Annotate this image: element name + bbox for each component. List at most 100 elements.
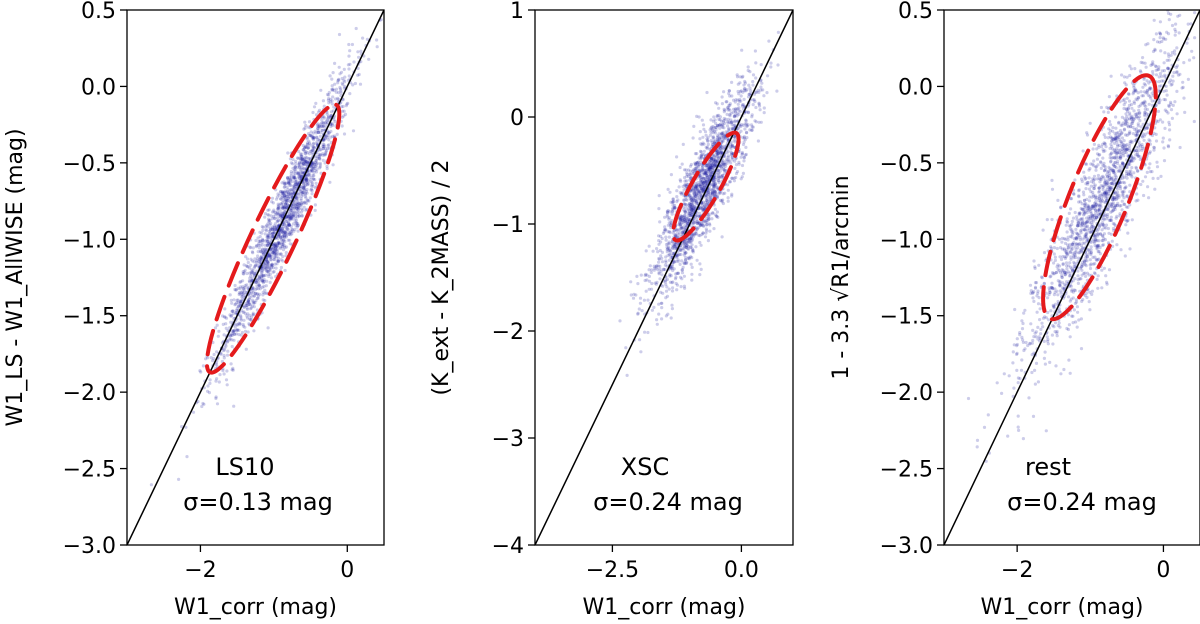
data-point bbox=[1090, 204, 1094, 208]
data-point bbox=[714, 162, 718, 166]
data-point bbox=[704, 227, 708, 231]
data-point bbox=[663, 280, 668, 284]
data-point bbox=[1036, 337, 1040, 341]
data-point bbox=[716, 151, 721, 156]
data-point bbox=[1045, 218, 1049, 222]
data-point bbox=[1159, 49, 1163, 53]
data-point bbox=[670, 218, 674, 223]
data-point bbox=[713, 118, 717, 122]
data-point bbox=[296, 205, 300, 209]
data-point bbox=[299, 198, 303, 202]
data-point bbox=[305, 180, 309, 184]
data-point bbox=[1020, 358, 1024, 362]
data-point bbox=[691, 235, 695, 239]
data-point bbox=[1108, 129, 1112, 133]
data-point bbox=[249, 291, 254, 295]
data-point bbox=[254, 238, 258, 243]
data-point bbox=[690, 213, 694, 217]
data-point bbox=[1102, 164, 1106, 168]
data-point bbox=[297, 206, 301, 210]
data-point bbox=[303, 126, 307, 130]
data-point bbox=[679, 179, 683, 183]
data-point bbox=[710, 165, 714, 169]
data-point bbox=[1090, 225, 1094, 229]
data-point bbox=[237, 321, 241, 325]
data-point bbox=[678, 217, 683, 221]
data-point bbox=[234, 311, 238, 315]
data-point bbox=[252, 300, 256, 304]
data-point bbox=[282, 238, 286, 243]
data-point bbox=[1124, 118, 1128, 122]
data-point bbox=[299, 175, 303, 179]
data-point bbox=[711, 163, 715, 168]
data-point bbox=[278, 230, 282, 234]
data-point bbox=[682, 218, 686, 222]
data-point bbox=[1105, 173, 1109, 177]
data-point bbox=[1110, 205, 1114, 209]
data-point bbox=[1031, 414, 1036, 418]
data-point bbox=[255, 286, 259, 290]
data-point bbox=[287, 215, 291, 219]
data-point bbox=[314, 186, 318, 190]
data-point bbox=[679, 226, 683, 230]
data-point bbox=[289, 193, 293, 197]
data-point bbox=[1128, 131, 1132, 135]
data-point bbox=[752, 92, 757, 96]
data-point bbox=[743, 127, 747, 131]
data-point bbox=[679, 217, 683, 221]
data-point bbox=[1081, 224, 1085, 228]
data-point bbox=[295, 184, 299, 189]
data-point bbox=[283, 244, 287, 248]
data-point bbox=[691, 196, 695, 201]
data-point bbox=[1069, 248, 1073, 252]
data-point bbox=[717, 150, 722, 154]
data-point bbox=[700, 179, 705, 184]
data-point bbox=[1119, 181, 1123, 185]
data-point bbox=[703, 172, 707, 176]
data-point bbox=[748, 86, 752, 90]
data-point bbox=[705, 198, 709, 202]
data-point bbox=[737, 99, 742, 103]
data-point bbox=[1050, 286, 1054, 290]
data-point bbox=[1142, 77, 1146, 81]
data-point bbox=[333, 61, 337, 65]
data-point bbox=[719, 175, 724, 179]
data-point bbox=[1095, 213, 1099, 217]
data-point bbox=[1040, 275, 1044, 279]
data-point bbox=[228, 337, 232, 341]
x-axis-title: W1_corr (mag) bbox=[174, 595, 337, 620]
data-point bbox=[1058, 284, 1062, 288]
data-point bbox=[690, 239, 694, 243]
data-point bbox=[280, 190, 284, 194]
data-point bbox=[705, 145, 710, 149]
data-point bbox=[1089, 245, 1093, 249]
data-point bbox=[668, 273, 672, 277]
data-point bbox=[311, 135, 315, 140]
data-point bbox=[737, 112, 741, 116]
data-point bbox=[689, 236, 693, 240]
data-point bbox=[296, 215, 300, 219]
data-point bbox=[314, 135, 319, 139]
data-point bbox=[1117, 135, 1121, 139]
data-point bbox=[665, 209, 670, 213]
y-axis-title: (K_ext - K_2MASS) / 2 bbox=[429, 159, 454, 395]
data-point bbox=[1058, 283, 1062, 287]
data-point bbox=[698, 184, 703, 188]
data-point bbox=[724, 100, 728, 104]
data-point bbox=[281, 204, 285, 208]
data-point bbox=[1095, 209, 1099, 213]
data-point bbox=[295, 222, 299, 226]
data-point bbox=[1127, 117, 1132, 121]
data-point bbox=[293, 205, 297, 209]
data-point bbox=[690, 204, 695, 208]
data-point bbox=[754, 105, 758, 110]
data-point bbox=[1115, 196, 1119, 200]
data-point bbox=[333, 82, 337, 86]
data-point bbox=[318, 163, 322, 167]
data-point bbox=[1088, 263, 1092, 267]
data-point bbox=[689, 245, 693, 249]
data-point bbox=[289, 196, 293, 200]
data-point bbox=[1074, 320, 1078, 324]
data-point bbox=[1071, 314, 1075, 318]
data-point bbox=[1101, 186, 1105, 190]
